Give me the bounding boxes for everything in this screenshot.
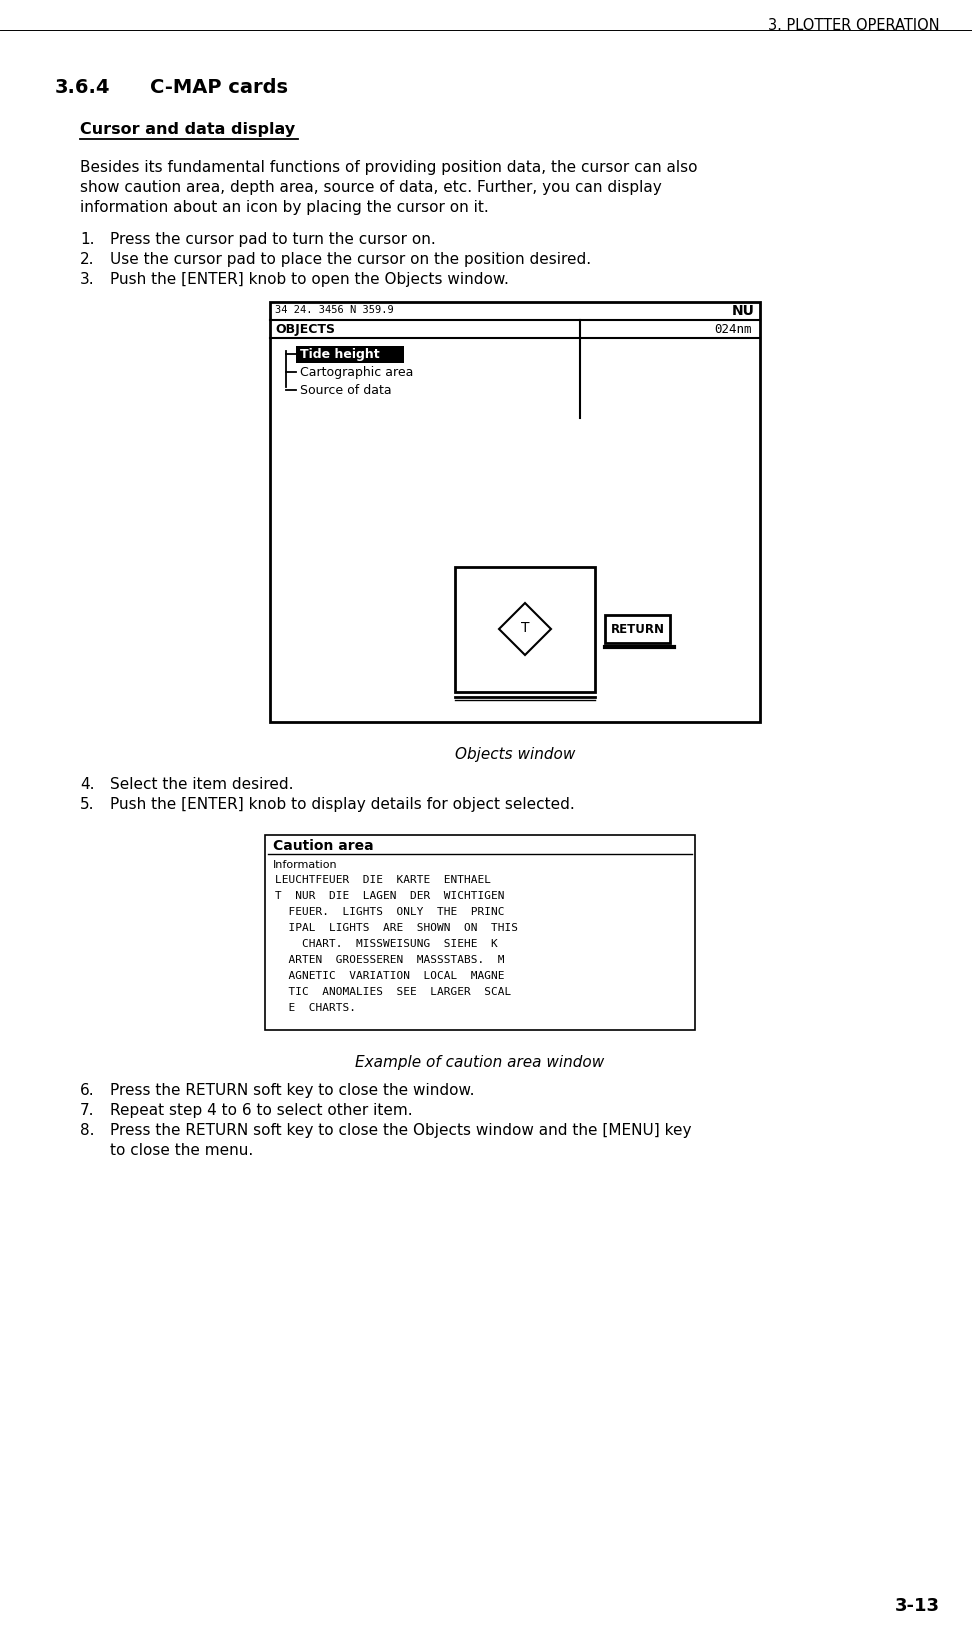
Text: 2.: 2. xyxy=(80,252,94,266)
Text: 3. PLOTTER OPERATION: 3. PLOTTER OPERATION xyxy=(769,18,940,33)
Text: C-MAP cards: C-MAP cards xyxy=(150,78,288,96)
Text: Cartographic area: Cartographic area xyxy=(300,366,413,379)
Text: Push the [ENTER] knob to display details for object selected.: Push the [ENTER] knob to display details… xyxy=(110,797,574,812)
Text: NU: NU xyxy=(732,304,755,319)
Text: 34 24. 3456 N 359.9: 34 24. 3456 N 359.9 xyxy=(275,306,394,315)
Bar xyxy=(296,346,404,363)
Text: Select the item desired.: Select the item desired. xyxy=(110,778,294,792)
Text: CHART.  MISSWEISUNG  SIEHE  K: CHART. MISSWEISUNG SIEHE K xyxy=(275,940,498,949)
Text: AGNETIC  VARIATION  LOCAL  MAGNE: AGNETIC VARIATION LOCAL MAGNE xyxy=(275,971,504,980)
Text: Objects window: Objects window xyxy=(455,747,575,761)
Text: show caution area, depth area, source of data, etc. Further, you can display: show caution area, depth area, source of… xyxy=(80,180,662,194)
Text: LEUCHTFEUER  DIE  KARTE  ENTHAEL: LEUCHTFEUER DIE KARTE ENTHAEL xyxy=(275,874,491,886)
Text: Source of data: Source of data xyxy=(300,384,392,397)
Text: 3-13: 3-13 xyxy=(895,1596,940,1614)
Text: 024nm: 024nm xyxy=(714,324,752,337)
Text: IPAL  LIGHTS  ARE  SHOWN  ON  THIS: IPAL LIGHTS ARE SHOWN ON THIS xyxy=(275,923,518,933)
Text: information about an icon by placing the cursor on it.: information about an icon by placing the… xyxy=(80,199,489,216)
Text: 7.: 7. xyxy=(80,1103,94,1118)
Text: 4.: 4. xyxy=(80,778,94,792)
Text: ARTEN  GROESSEREN  MASSSTABS.  M: ARTEN GROESSEREN MASSSTABS. M xyxy=(275,954,504,966)
Text: Information: Information xyxy=(273,859,337,869)
Text: Use the cursor pad to place the cursor on the position desired.: Use the cursor pad to place the cursor o… xyxy=(110,252,591,266)
Text: Press the RETURN soft key to close the window.: Press the RETURN soft key to close the w… xyxy=(110,1083,474,1098)
Polygon shape xyxy=(499,603,551,655)
Bar xyxy=(605,614,670,644)
Text: Tide height: Tide height xyxy=(300,348,380,361)
Bar xyxy=(455,567,595,693)
Text: Push the [ENTER] knob to open the Objects window.: Push the [ENTER] knob to open the Object… xyxy=(110,271,509,288)
Text: T: T xyxy=(521,621,529,636)
Text: 3.6.4: 3.6.4 xyxy=(55,78,111,96)
Text: Besides its fundamental functions of providing position data, the cursor can als: Besides its fundamental functions of pro… xyxy=(80,160,698,175)
Text: 3.: 3. xyxy=(80,271,94,288)
Text: OBJECTS: OBJECTS xyxy=(275,324,335,337)
Text: 1.: 1. xyxy=(80,232,94,247)
Text: RETURN: RETURN xyxy=(610,623,665,636)
Text: FEUER.  LIGHTS  ONLY  THE  PRINC: FEUER. LIGHTS ONLY THE PRINC xyxy=(275,907,504,917)
Text: 8.: 8. xyxy=(80,1123,94,1137)
Text: Press the RETURN soft key to close the Objects window and the [MENU] key: Press the RETURN soft key to close the O… xyxy=(110,1123,691,1137)
Bar xyxy=(265,835,695,1029)
Text: E  CHARTS.: E CHARTS. xyxy=(275,1003,356,1013)
Text: 6.: 6. xyxy=(80,1083,94,1098)
Bar xyxy=(270,302,760,722)
Text: to close the menu.: to close the menu. xyxy=(110,1144,254,1159)
Text: TIC  ANOMALIES  SEE  LARGER  SCAL: TIC ANOMALIES SEE LARGER SCAL xyxy=(275,987,511,997)
Text: 5.: 5. xyxy=(80,797,94,812)
Text: Caution area: Caution area xyxy=(273,838,373,853)
Text: Repeat step 4 to 6 to select other item.: Repeat step 4 to 6 to select other item. xyxy=(110,1103,413,1118)
Text: T  NUR  DIE  LAGEN  DER  WICHTIGEN: T NUR DIE LAGEN DER WICHTIGEN xyxy=(275,891,504,900)
Text: Example of caution area window: Example of caution area window xyxy=(356,1056,605,1070)
Text: Cursor and data display: Cursor and data display xyxy=(80,123,295,137)
Text: Press the cursor pad to turn the cursor on.: Press the cursor pad to turn the cursor … xyxy=(110,232,435,247)
